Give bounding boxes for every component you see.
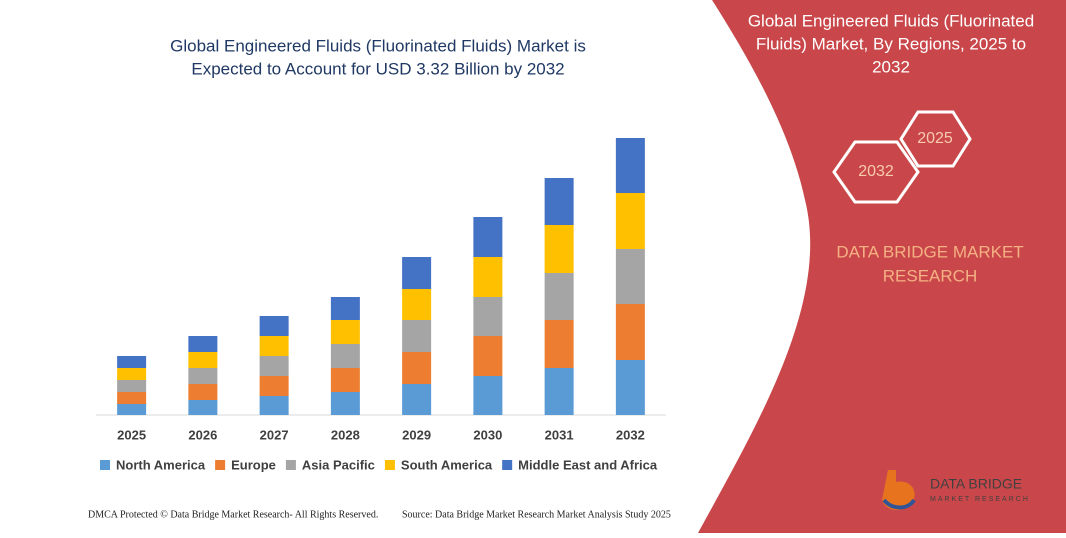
bar-segment [544, 178, 574, 225]
legend-swatch [215, 460, 226, 470]
bar-segment [188, 336, 218, 352]
brand-text: DATA BRIDGE MARKET [836, 242, 1023, 261]
legend-swatch [100, 460, 110, 470]
bar-segment [259, 336, 289, 356]
x-tick-label: 2030 [473, 427, 502, 442]
side-panel [698, 0, 1066, 533]
bar-segment [615, 249, 645, 304]
bar-segment [259, 356, 289, 376]
bar-segment [188, 368, 218, 384]
bar-segment [330, 297, 360, 320]
x-tick-label: 2029 [402, 427, 431, 442]
bar-segment [402, 384, 432, 415]
bar-segment [615, 193, 645, 249]
bar-segment [330, 392, 360, 415]
bar-segment [330, 320, 360, 344]
x-tick-label: 2025 [117, 427, 146, 442]
bar-segment [473, 376, 503, 415]
chart-title: Global Engineered Fluids (Fluorinated Fl… [170, 36, 586, 55]
bar-segment [259, 396, 289, 415]
bar-segment [615, 360, 645, 415]
bar-segment [615, 138, 645, 193]
bar-segment [117, 368, 147, 380]
bar-segment [402, 352, 432, 384]
hexagon-label: 2032 [858, 163, 894, 180]
bar-segment [402, 289, 432, 320]
bar-segment [473, 257, 503, 297]
bar-segment [544, 320, 574, 368]
bar-segment [188, 384, 218, 400]
bar-segment [117, 404, 147, 415]
bar-segment [473, 217, 503, 257]
bar-segment [473, 297, 503, 336]
bar-segment [330, 368, 360, 392]
logo-icon [882, 470, 915, 511]
bar-segment [117, 380, 147, 392]
footer-left: DMCA Protected © Data Bridge Market Rese… [88, 509, 378, 520]
panel-title: 2032 [872, 57, 910, 76]
bar-segment [544, 368, 574, 415]
bar-segment [544, 225, 574, 273]
bar-segment [330, 344, 360, 368]
legend-label: Asia Pacific [302, 457, 375, 472]
x-tick-label: 2027 [260, 427, 289, 442]
panel-title: Fluids) Market, By Regions, 2025 to [756, 34, 1026, 53]
bar-segment [615, 304, 645, 360]
legend-label: Middle East and Africa [518, 457, 658, 472]
x-tick-label: 2031 [545, 427, 574, 442]
x-tick-label: 2028 [331, 427, 360, 442]
legend-label: Europe [231, 457, 276, 472]
bar-segment [188, 400, 218, 415]
hexagon [899, 110, 972, 168]
logo-icon [882, 498, 916, 510]
bar-segment [473, 336, 503, 376]
logo-tagline: MARKET RESEARCH [930, 496, 1030, 503]
legend-swatch [502, 460, 513, 470]
panel-title: Global Engineered Fluids (Fluorinated [748, 11, 1034, 30]
hexagon [832, 140, 920, 204]
logo-name: DATA BRIDGE [930, 476, 1022, 492]
bar-segment [402, 320, 432, 352]
legend-label: North America [116, 457, 206, 472]
footer-right: Source: Data Bridge Market Research Mark… [402, 509, 671, 520]
bar-segment [544, 273, 574, 320]
hexagon-label: 2025 [917, 130, 953, 147]
bar-segment [117, 356, 147, 368]
x-tick-label: 2032 [616, 427, 645, 442]
legend-label: South America [401, 457, 493, 472]
brand-text: RESEARCH [883, 266, 977, 285]
bar-segment [402, 257, 432, 289]
legend-swatch [285, 460, 296, 470]
legend-swatch [384, 460, 395, 470]
bar-segment [259, 316, 289, 336]
bar-segment [117, 392, 147, 404]
x-tick-label: 2026 [188, 427, 217, 442]
chart-title: Expected to Account for USD 3.32 Billion… [191, 59, 564, 78]
bar-segment [259, 376, 289, 396]
bar-segment [188, 352, 218, 368]
